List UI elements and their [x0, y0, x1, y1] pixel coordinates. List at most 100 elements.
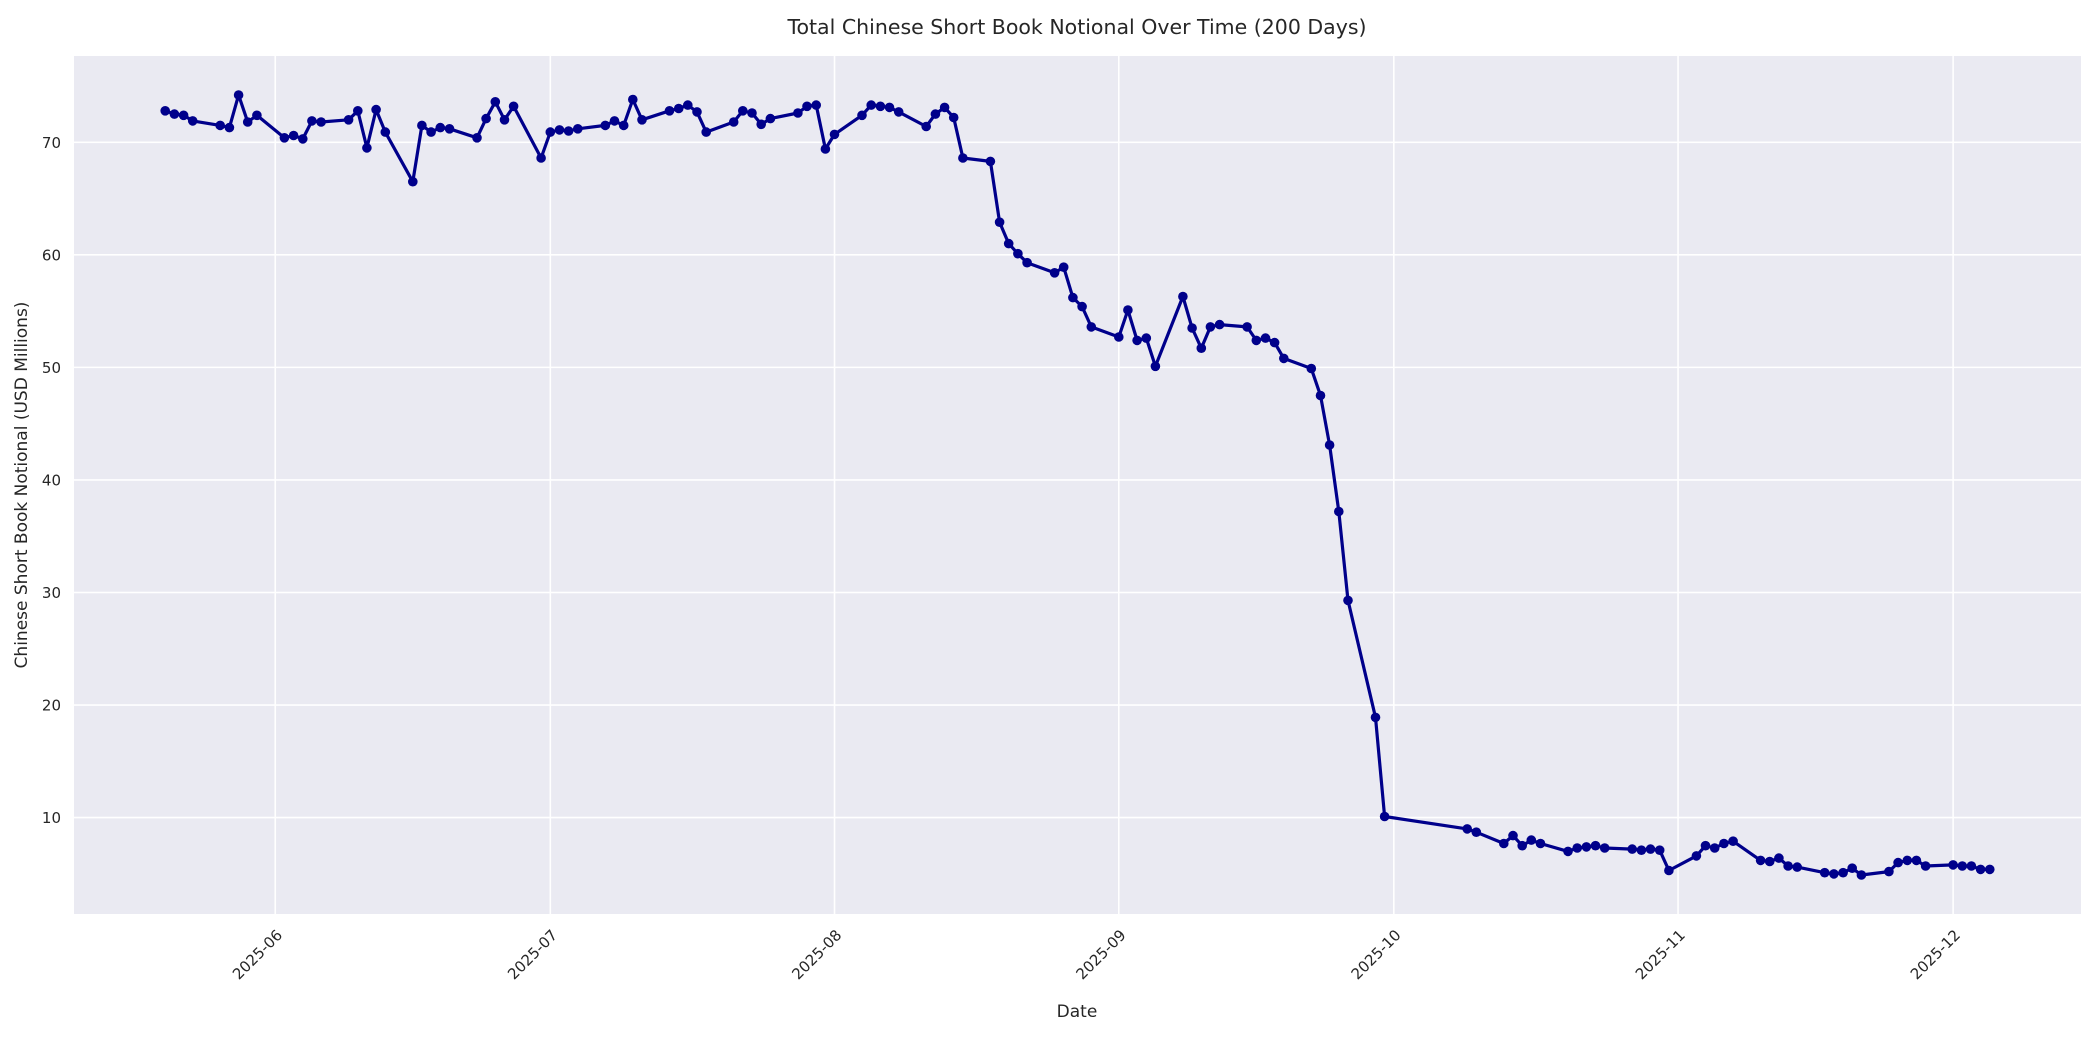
data-point-marker: [921, 121, 931, 132]
data-point-marker: [1920, 861, 1931, 871]
data-point-marker: [1242, 322, 1252, 332]
y-tick-label: 40: [42, 471, 61, 489]
data-point-marker: [1719, 838, 1729, 849]
data-point-marker: [1636, 845, 1647, 855]
data-point-marker: [1049, 268, 1060, 278]
data-point-marker: [1966, 861, 1977, 871]
data-point-marker: [1324, 440, 1335, 450]
data-point-marker: [1013, 248, 1023, 259]
data-point-marker: [875, 101, 886, 112]
data-point-marker: [1315, 390, 1326, 401]
x-tick-label: 2025-07: [504, 926, 561, 983]
data-point-marker: [215, 120, 225, 131]
data-point-marker: [444, 124, 455, 134]
data-point-marker: [1141, 333, 1152, 343]
data-point-marker: [1838, 867, 1848, 878]
y-tick-label: 20: [42, 697, 61, 715]
data-point-marker: [224, 122, 235, 133]
data-point-marker: [1792, 862, 1802, 872]
data-point-marker: [930, 109, 941, 119]
data-point-marker: [490, 97, 501, 107]
data-point-marker: [160, 106, 170, 116]
data-point-marker: [1370, 712, 1381, 723]
data-point-marker: [1178, 291, 1188, 302]
data-point-marker: [1985, 864, 1995, 875]
data-point-marker: [1911, 855, 1922, 866]
x-axis-label: Date: [1057, 1002, 1098, 1022]
data-point-marker: [1829, 869, 1839, 879]
data-point-marker: [811, 100, 821, 110]
data-point-marker: [417, 120, 427, 131]
data-point-marker: [508, 101, 519, 112]
data-point-marker: [701, 127, 711, 137]
x-tick-label: 2025-12: [1907, 926, 1964, 983]
data-point-marker: [884, 102, 895, 113]
data-point-marker: [985, 156, 996, 167]
data-point-marker: [1379, 811, 1390, 822]
data-point-marker: [252, 110, 262, 121]
data-point-marker: [1893, 857, 1903, 868]
data-point-marker: [1306, 363, 1317, 374]
data-point-marker: [948, 112, 959, 123]
data-point-marker: [738, 106, 748, 116]
y-tick-label: 30: [42, 584, 61, 602]
data-point-marker: [1691, 851, 1702, 861]
data-point-marker: [802, 101, 812, 112]
data-point-marker: [1251, 335, 1262, 346]
data-point-marker: [1123, 305, 1133, 315]
data-point-marker: [1957, 861, 1968, 871]
data-point-marker: [1003, 238, 1014, 249]
data-point-marker: [1783, 861, 1793, 871]
data-point-marker: [1269, 337, 1280, 348]
data-point-marker: [1948, 860, 1958, 870]
data-point-marker: [1884, 866, 1894, 877]
data-point-marker: [820, 144, 831, 154]
data-point-marker: [242, 117, 253, 127]
data-point-marker: [1187, 323, 1197, 333]
x-tick-label: 2025-10: [1348, 926, 1405, 983]
data-point-markers: [160, 90, 1995, 880]
data-point-marker: [1334, 506, 1344, 517]
x-tick-label: 2025-09: [1073, 926, 1130, 983]
data-point-marker: [408, 176, 418, 187]
data-point-marker: [756, 119, 766, 130]
data-point-marker: [1728, 836, 1738, 846]
data-point-marker: [1847, 863, 1857, 873]
y-tick-label: 70: [42, 134, 61, 152]
data-point-marker: [1709, 843, 1720, 853]
y-tick-label: 10: [42, 809, 61, 827]
data-point-marker: [609, 116, 620, 126]
data-point-marker: [1572, 843, 1582, 853]
data-point-marker: [628, 94, 638, 105]
chart-title: Total Chinese Short Book Notional Over T…: [786, 15, 1366, 39]
data-point-marker: [1902, 855, 1913, 866]
data-point-marker: [673, 103, 684, 114]
data-point-marker: [1260, 333, 1271, 343]
data-point-marker: [472, 133, 482, 143]
data-point-marker: [343, 115, 354, 125]
data-point-marker: [1654, 845, 1665, 855]
data-point-marker: [1471, 827, 1482, 837]
data-point-marker: [573, 124, 583, 134]
data-point-marker: [747, 108, 757, 118]
data-point-marker: [664, 106, 675, 116]
data-point-marker: [958, 153, 968, 163]
data-point-marker: [1975, 864, 1986, 875]
data-point-marker: [765, 113, 776, 124]
data-point-marker: [893, 107, 904, 117]
data-point-marker: [1058, 262, 1069, 273]
data-point-marker: [1205, 322, 1216, 332]
data-point-marker: [618, 120, 629, 131]
data-point-marker: [187, 116, 198, 126]
data-point-marker: [1856, 870, 1867, 880]
data-point-marker: [1114, 332, 1124, 342]
x-tick-label: 2025-06: [229, 926, 286, 983]
data-point-marker: [481, 113, 491, 124]
data-point-marker: [1196, 343, 1207, 354]
data-point-marker: [1462, 824, 1472, 834]
data-point-marker: [1499, 838, 1509, 849]
data-point-marker: [600, 120, 611, 131]
data-point-marker: [288, 130, 299, 141]
